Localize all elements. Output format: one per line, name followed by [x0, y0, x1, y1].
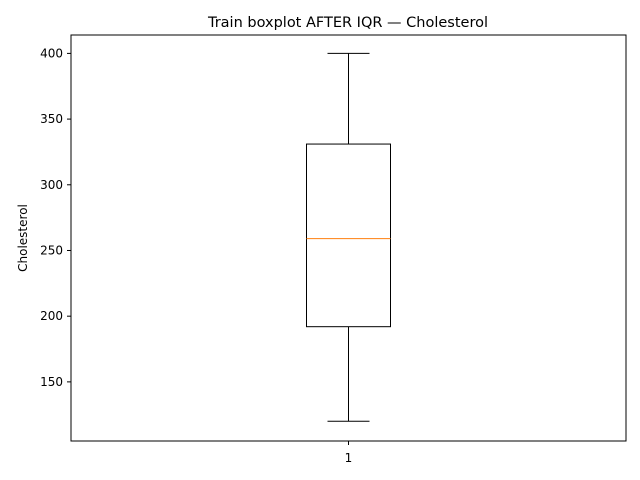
y-tick-label: 200 [40, 309, 63, 323]
y-tick-label: 300 [40, 178, 63, 192]
x-axis-ticks: 1 [345, 441, 353, 465]
x-tick-label: 1 [345, 451, 353, 465]
y-axis-ticks: 150 200 250 300 350 400 [40, 46, 71, 389]
box-body [306, 143, 391, 328]
y-tick-label: 150 [40, 375, 63, 389]
y-tick-label: 250 [40, 243, 63, 257]
y-tick-label: 350 [40, 112, 63, 126]
y-tick-label: 400 [40, 46, 63, 60]
box-layer [306, 52, 391, 422]
y-axis-label: Cholesterol [16, 204, 30, 272]
chart-title: Train boxplot AFTER IQR — Cholesterol [207, 15, 488, 31]
